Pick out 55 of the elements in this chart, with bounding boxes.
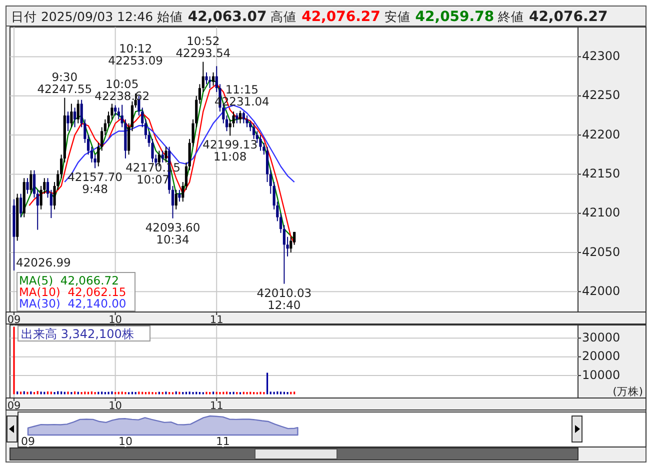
y-tick-label: 42000 xyxy=(582,284,620,298)
x-tick-label: 10 xyxy=(108,314,122,326)
y-tick-label: 42150 xyxy=(582,166,620,180)
y-tick-label: 20000 xyxy=(582,349,620,364)
candlestick xyxy=(76,99,80,124)
candlestick xyxy=(246,114,248,128)
y-tick-label: 30000 xyxy=(582,330,620,344)
candlestick xyxy=(26,178,29,194)
y-tick-label: 42300 xyxy=(582,49,620,64)
annotation: 10:12 42253.09 xyxy=(108,41,164,68)
x-tick-label: 11 xyxy=(210,314,224,326)
candlestick xyxy=(73,107,76,128)
text: MA(5) 42,066.72 xyxy=(19,274,119,288)
candlestick xyxy=(259,134,262,152)
x-tick-label: 10 xyxy=(118,435,132,448)
x-tick-label: 09 xyxy=(21,435,35,448)
annotation: 42157.70 9:48 xyxy=(68,170,122,196)
candlestick xyxy=(30,170,32,194)
annotation: 42010.03 12:40 xyxy=(256,286,312,312)
y-tick-label: 42050 xyxy=(582,244,620,259)
candlestick xyxy=(114,104,117,116)
candlestick xyxy=(238,110,242,124)
candlestick xyxy=(252,122,256,140)
text: MA(30) 42,140.00 xyxy=(19,296,126,310)
candlestick xyxy=(19,193,22,218)
annotation: 42093.60 10:34 xyxy=(145,220,200,246)
annotation: 10:52 42293.54 xyxy=(176,34,231,60)
candlestick xyxy=(290,236,292,253)
annotation: 42199.13 11:08 xyxy=(202,138,258,164)
candlestick xyxy=(164,146,168,163)
candlestick xyxy=(70,103,73,128)
candlestick xyxy=(161,150,164,163)
annotation: 9:30 42247.55 xyxy=(37,70,92,96)
x-tick-label: 11 xyxy=(210,400,224,412)
text: MA(10) 42,062.15 xyxy=(19,285,126,299)
annotation: 42026.99 xyxy=(16,256,71,270)
chart-title: 日付 2025/09/03 12:46 始値 42,063.07 高値 42,076.27 安値 42,059.78 終値 42,076.27 xyxy=(11,9,608,25)
line-series xyxy=(64,104,295,183)
chart-title: 出来高 3,342,100株 xyxy=(21,327,134,341)
candlestick xyxy=(205,72,208,85)
candlestick xyxy=(212,72,215,86)
candlestick xyxy=(242,111,245,124)
y-tick-label: 42250 xyxy=(582,88,620,102)
x-tick-label: 11 xyxy=(216,435,230,448)
candlestick xyxy=(208,76,212,89)
candlestick xyxy=(236,112,238,124)
x-tick-label: 09 xyxy=(7,314,21,326)
y-tick-label: 42200 xyxy=(582,127,620,142)
y-tick-label: 42100 xyxy=(582,206,620,220)
y-axis-title: (万株) xyxy=(612,385,643,398)
x-tick-label: 10 xyxy=(108,400,122,412)
x-tick-label: 09 xyxy=(7,400,21,412)
candlestick xyxy=(66,111,70,132)
y-tick-label: 10000 xyxy=(582,368,620,382)
candlestick xyxy=(174,189,178,210)
